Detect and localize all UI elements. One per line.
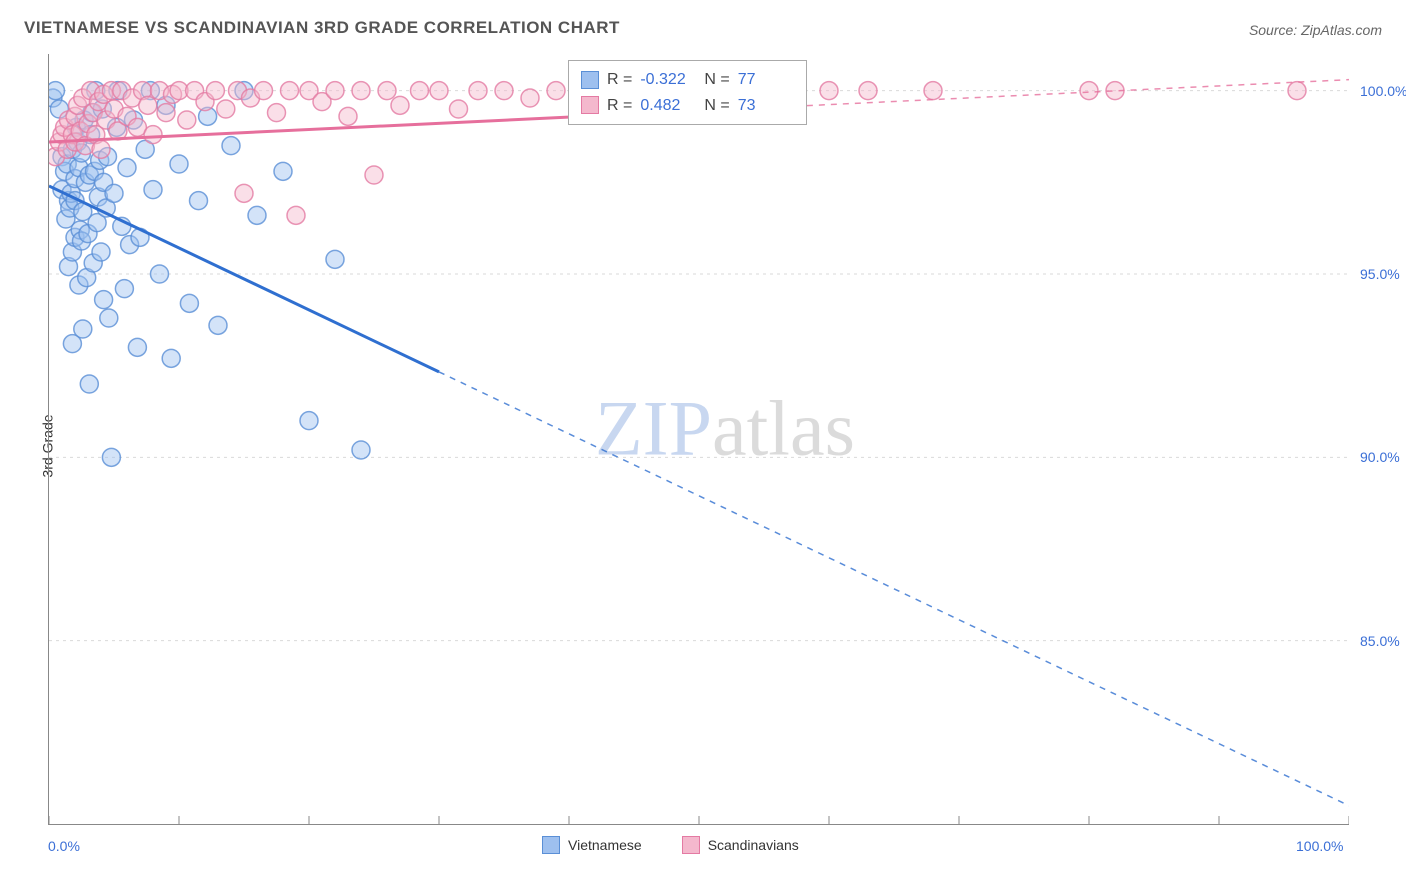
x-tick: 0.0% <box>48 838 80 854</box>
legend: Vietnamese Scandinavians <box>542 836 799 854</box>
chart-title: VIETNAMESE VS SCANDINAVIAN 3RD GRADE COR… <box>24 18 620 38</box>
x-tick: 100.0% <box>1296 838 1343 854</box>
legend-label: Scandinavians <box>708 837 799 853</box>
stat-value: 73 <box>738 93 794 119</box>
y-tick: 100.0% <box>1360 83 1406 99</box>
stat-label: R = <box>607 67 632 93</box>
source-attribution: Source: ZipAtlas.com <box>1249 22 1382 38</box>
stats-row: R = 0.482 N = 73 <box>581 93 794 119</box>
stat-label: N = <box>704 67 729 93</box>
legend-item: Scandinavians <box>682 836 799 854</box>
correlation-stats-box: R = -0.322 N = 77 R = 0.482 N = 73 <box>568 60 807 125</box>
scatter-plot: ZIPatlas <box>48 54 1349 825</box>
y-tick: 85.0% <box>1360 633 1406 649</box>
legend-swatch <box>542 836 560 854</box>
chart-container: VIETNAMESE VS SCANDINAVIAN 3RD GRADE COR… <box>0 0 1406 892</box>
legend-item: Vietnamese <box>542 836 642 854</box>
stat-label: N = <box>704 93 729 119</box>
stat-label: R = <box>607 93 632 119</box>
stat-value: -0.322 <box>640 67 696 93</box>
series-swatch <box>581 96 599 114</box>
legend-swatch <box>682 836 700 854</box>
legend-label: Vietnamese <box>568 837 642 853</box>
y-tick: 90.0% <box>1360 449 1406 465</box>
svg-text:ZIPatlas: ZIPatlas <box>595 384 855 471</box>
y-tick: 95.0% <box>1360 266 1406 282</box>
stats-row: R = -0.322 N = 77 <box>581 67 794 93</box>
stat-value: 77 <box>738 67 794 93</box>
stat-value: 0.482 <box>640 93 696 119</box>
series-swatch <box>581 71 599 89</box>
